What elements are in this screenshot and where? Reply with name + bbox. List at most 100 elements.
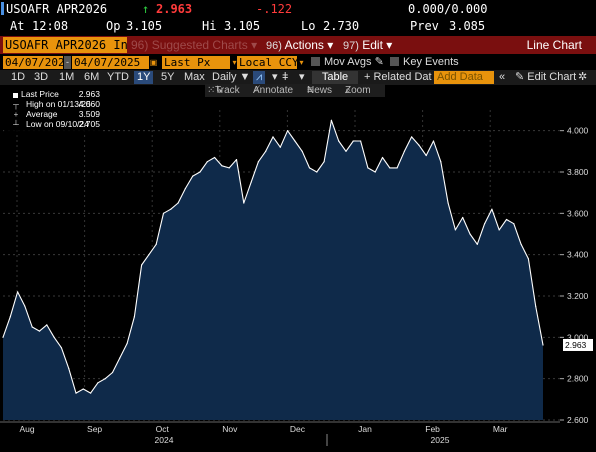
table-button[interactable]: Table — [312, 71, 358, 84]
data-point — [133, 316, 135, 318]
edit-label: Edit — [362, 38, 383, 52]
data-point — [396, 167, 398, 169]
y-tick-label: 3.600 — [567, 208, 589, 218]
key-events-label: Key Events — [403, 56, 459, 68]
data-point — [440, 161, 442, 163]
data-point — [272, 136, 274, 138]
data-point — [199, 171, 201, 173]
data-point — [141, 264, 143, 266]
news-label: News — [307, 85, 333, 96]
data-point — [425, 154, 427, 157]
data-point — [177, 202, 179, 204]
chevron-down-icon: ▾ — [327, 38, 334, 52]
high-marker-icon: ┬ — [13, 100, 19, 109]
line-chart-icon[interactable]: ⩘ — [253, 71, 266, 84]
range-ytd[interactable]: YTD — [107, 71, 129, 83]
data-point — [381, 156, 384, 159]
key-events-toggle[interactable]: Key Events — [390, 56, 459, 69]
range-1d[interactable]: 1D — [11, 71, 26, 83]
actions-label: Actions — [284, 38, 324, 52]
security-field[interactable]: USOAFR APR2026 In — [3, 37, 127, 53]
data-point — [360, 140, 362, 142]
calendar-icon[interactable]: ▣ — [149, 56, 158, 69]
range-3d[interactable]: 3D — [34, 71, 49, 83]
data-point — [542, 344, 544, 346]
annotate-icon: ⟋ — [253, 85, 260, 96]
chart-legend: Last Price 2.963 ┬ High on 01/13/25 4.06… — [4, 90, 102, 135]
data-point — [46, 324, 48, 326]
currency-select[interactable]: Local CCY — [237, 56, 297, 69]
crosshair-icon[interactable]: ǂ — [282, 71, 289, 83]
data-point — [352, 140, 354, 142]
pencil-icon[interactable]: ✎ — [374, 56, 384, 68]
data-point — [53, 336, 55, 338]
legend-average-label: Average — [26, 109, 58, 119]
range-max[interactable]: Max — [184, 71, 205, 83]
edit-chart-label: Edit Chart — [527, 71, 577, 83]
data-point — [235, 159, 238, 161]
range-5y[interactable]: 5Y — [161, 71, 175, 83]
track-icon: ↳ — [215, 85, 224, 96]
chevron-down-icon: ▾ — [251, 38, 258, 52]
data-point — [447, 202, 449, 204]
price-chart[interactable]: 4.000 3.800 3.600 3.400 3.200 3.000 2.800 2.600… — [0, 86, 596, 452]
data-point — [294, 140, 296, 142]
legend-average-value: 3.509 — [78, 109, 100, 119]
data-point — [75, 392, 77, 394]
mov-avgs-toggle[interactable]: Mov Avgs ✎ — [311, 56, 384, 69]
menu-bar: USOAFR APR2026 In 96) Suggested Charts ▾… — [0, 36, 596, 54]
chevron-down-icon[interactable]: ▾ — [230, 56, 239, 69]
data-point — [316, 171, 318, 173]
mov-avgs-label: Mov Avgs — [324, 56, 372, 68]
legend-last-price[interactable]: Last Price 2.963 — [4, 90, 102, 99]
controls-row: 04/07/2024 - 04/07/2025 ▣ Last Px ▾ Loca… — [0, 55, 596, 70]
data-point — [418, 144, 420, 146]
data-point — [491, 208, 493, 210]
x-tick-label: Nov — [222, 424, 238, 434]
checkbox-icon — [311, 57, 320, 66]
prev-label: Prev — [410, 19, 439, 33]
add-data-input[interactable]: Add Data — [434, 71, 494, 84]
y-tick-label: 2.600 — [567, 415, 589, 425]
end-date-input[interactable]: 04/07/2025 — [72, 56, 149, 69]
data-point — [469, 233, 471, 235]
x-tick-label: Dec — [290, 424, 306, 434]
field-select[interactable]: Last Px — [162, 56, 230, 69]
data-point — [535, 305, 537, 307]
chart-tools: ⁙ ↳ Track ⟋ Annotate ≡ News ⌕ Zoom — [0, 84, 596, 97]
drag-handle-icon: ⁙ — [207, 85, 216, 96]
y-tick-label: 3.200 — [567, 291, 589, 301]
suggested-charts-menu[interactable]: 96) Suggested Charts ▾ — [131, 37, 257, 53]
related-data-button[interactable]: + Related Dat — [364, 71, 432, 83]
ticker-marker — [1, 2, 4, 15]
frequency-select[interactable]: Daily ▼ — [212, 71, 250, 84]
data-point — [162, 212, 165, 214]
legend-high-label: High on 01/13/25 — [26, 99, 91, 109]
data-point — [527, 258, 530, 260]
data-point — [38, 330, 41, 332]
actions-menu[interactable]: 96) Actions ▾ — [266, 37, 333, 54]
data-point — [9, 316, 11, 318]
track-label: Track — [215, 85, 240, 96]
news-icon: ≡ — [307, 85, 313, 96]
data-point — [411, 136, 413, 138]
collapse-icon[interactable]: « — [499, 71, 506, 83]
edit-menu[interactable]: 97) Edit ▾ — [343, 37, 392, 54]
chevron-down-icon[interactable]: ▾ — [272, 71, 278, 83]
ticker[interactable]: USOAFR APR2026 — [6, 2, 108, 16]
range-1m[interactable]: 1M — [59, 71, 75, 83]
gear-icon[interactable]: ✲ — [578, 71, 588, 83]
edit-chart-button[interactable]: ✎ Edit Chart — [515, 71, 576, 84]
chevron-down-icon[interactable]: ▾ — [299, 71, 305, 83]
start-date-input[interactable]: 04/07/2024 — [3, 56, 63, 69]
x-tick-label: Mar — [493, 424, 508, 434]
data-point — [279, 146, 281, 148]
data-point — [104, 378, 106, 380]
range-6m[interactable]: 6M — [84, 71, 100, 83]
legend-average: + Average 3.509 — [4, 109, 102, 120]
data-point — [119, 357, 121, 359]
chevron-down-icon[interactable]: ▾ — [297, 56, 306, 69]
chart-type-title: Line Chart — [526, 38, 582, 52]
up-arrow-icon: ↑ — [142, 2, 150, 16]
range-1y[interactable]: 1Y — [134, 71, 154, 84]
